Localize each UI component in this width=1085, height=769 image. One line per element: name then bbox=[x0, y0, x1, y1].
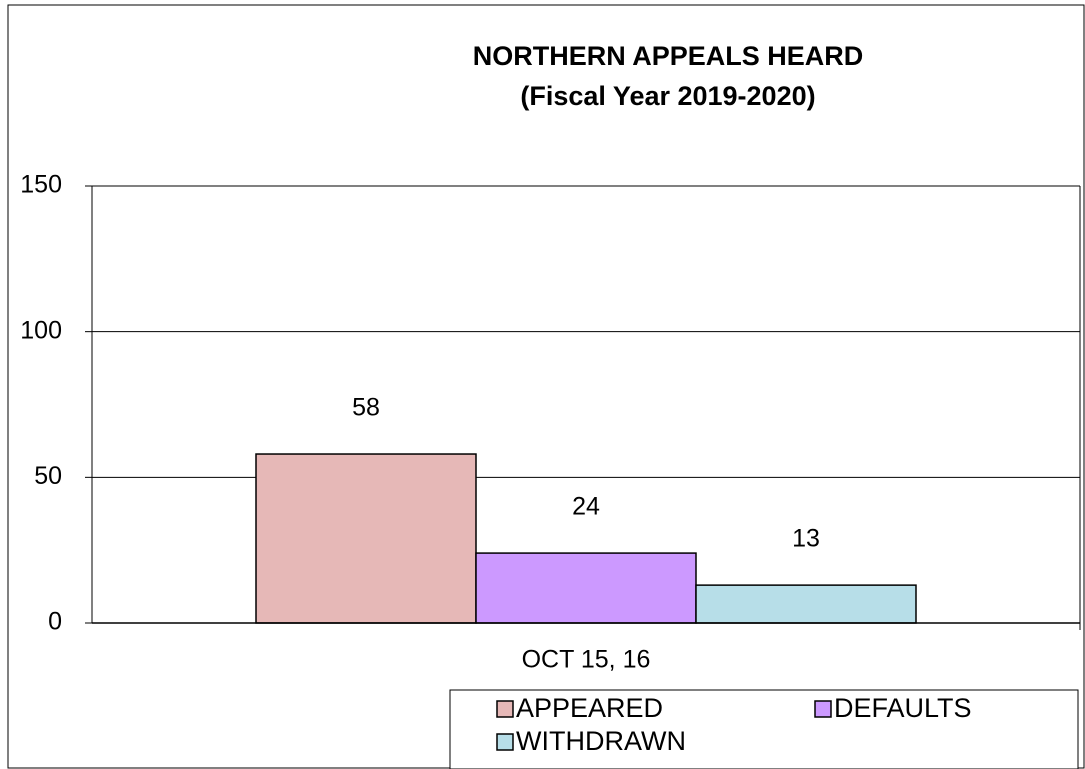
y-tick-label: 50 bbox=[34, 462, 62, 490]
y-tick-label: 150 bbox=[20, 171, 62, 199]
legend-label: WITHDRAWN bbox=[516, 726, 686, 756]
legend-swatch bbox=[496, 700, 514, 718]
legend-swatch bbox=[814, 700, 832, 718]
value-label: 13 bbox=[792, 525, 820, 553]
value-label: 58 bbox=[352, 394, 380, 422]
chart-subtitle: (Fiscal Year 2019-2020) bbox=[520, 81, 815, 111]
legend-label: APPEARED bbox=[516, 693, 663, 723]
y-tick-label: 0 bbox=[48, 608, 62, 636]
chart-title: NORTHERN APPEALS HEARD bbox=[473, 41, 864, 71]
chart-border bbox=[7, 4, 1085, 769]
bar bbox=[695, 584, 917, 624]
x-tick-label: OCT 15, 16 bbox=[522, 646, 651, 674]
bar bbox=[475, 552, 697, 624]
bar bbox=[255, 453, 477, 624]
legend-label: DEFAULTS bbox=[834, 693, 972, 723]
legend-swatch bbox=[496, 733, 514, 751]
value-label: 24 bbox=[572, 493, 600, 521]
legend-box bbox=[449, 689, 1079, 769]
y-tick-label: 100 bbox=[20, 316, 62, 344]
